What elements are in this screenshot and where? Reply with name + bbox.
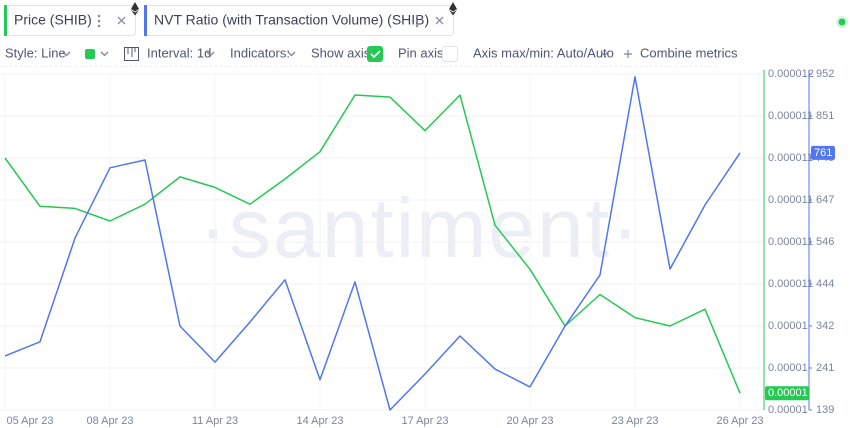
y-tick-label: 0.000011 <box>768 278 813 290</box>
show-axis-label: Show axis <box>311 45 371 60</box>
pin-axis-label: Pin axis <box>398 45 444 60</box>
y2-tick-label: 444 <box>816 278 834 290</box>
axis-minmax-select[interactable]: Axis max/min: Auto/Auto <box>473 45 614 60</box>
combine-metrics[interactable]: Combine metrics <box>640 45 738 60</box>
x-tick-label: 11 Apr 23 <box>192 415 238 427</box>
y2-tick-label: 952 <box>816 68 834 80</box>
x-tick-label: 08 Apr 23 <box>86 415 133 427</box>
candle-icon[interactable] <box>124 47 139 61</box>
status-dot <box>838 18 846 26</box>
last-value-label: 0.00001 <box>768 387 808 399</box>
toolbar: Style: Line Interval: 1d Indicators: Sho… <box>0 45 738 67</box>
y2-tick-label: 546 <box>816 236 834 248</box>
last-value-badge <box>765 386 809 401</box>
x-tick-label: 17 Apr 23 <box>401 415 448 427</box>
x-tick-label: 20 Apr 23 <box>506 415 553 427</box>
eth-icon <box>449 2 457 16</box>
y2-tick-label: 139 <box>816 404 834 416</box>
y2-tick-label: 342 <box>816 320 834 332</box>
y2-tick-label: 647 <box>816 194 834 206</box>
watermark: ·santiment· <box>199 181 641 275</box>
last-value-label: 761 <box>814 147 832 159</box>
plot: 0.00001 0.00001 0.00001 0.000011 0.000011 0.0… <box>0 68 835 427</box>
show-axis-checkbox[interactable] <box>367 46 383 62</box>
y2-tick-label: 851 <box>816 110 834 122</box>
y2-tick-label: 241 <box>816 362 834 374</box>
interval-select[interactable]: Interval: 1d <box>147 45 211 60</box>
chip-label: NVT Ratio (with Transaction Volume) (SHI… <box>154 12 429 28</box>
y-tick-label: 0.000011 <box>768 194 813 206</box>
x-tick-label: 26 Apr 23 <box>716 415 763 427</box>
last-value-badge <box>811 145 835 160</box>
y-tick-label: 0.00001 <box>768 320 808 332</box>
y-tick-label: 0.000011 <box>768 152 813 164</box>
y-tick-label: 0.00001 <box>768 404 808 416</box>
y-tick-label: 0.000011 <box>768 236 813 248</box>
metric-chip[interactable]: NVT Ratio (with Transaction Volume) (SHI… <box>144 5 454 36</box>
x-tick-label: 14 Apr 23 <box>296 415 343 427</box>
series-line <box>4 94 741 394</box>
x-tick-label: 23 Apr 23 <box>611 415 658 427</box>
indicators-select[interactable]: Indicators: <box>230 45 290 60</box>
eth-icon <box>131 2 139 16</box>
y-tick-label: 0.00001 <box>768 362 808 374</box>
x-tick-label: 05 Apr 23 <box>6 415 53 427</box>
metric-chip[interactable]: Price (SHIB) <box>4 5 136 36</box>
chip-label: Price (SHIB) <box>14 12 92 28</box>
series-line <box>4 76 741 411</box>
pin-axis-checkbox[interactable] <box>442 46 458 62</box>
y-tick-label: 0.000011 <box>768 110 813 122</box>
style-select[interactable]: Style: Line <box>5 45 66 60</box>
color-picker[interactable] <box>85 49 95 59</box>
y-tick-label: 0.000012 <box>768 68 814 80</box>
